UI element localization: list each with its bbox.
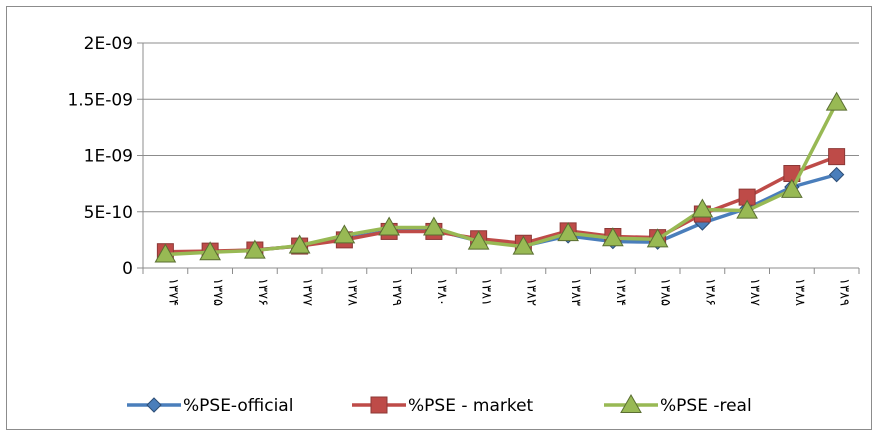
legend-item-pse-real: %PSE -real	[604, 393, 752, 416]
data-point-pse-real	[333, 224, 356, 244]
y-tick-label: 5E-10	[84, 203, 133, 223]
line-chart: 0 5E-10 1E-09 1.5E-09 2E-09 ۱۳۷۴ ۱۳۷۵ ۱۳۷۶ ۱۳۷۷…	[67, 34, 860, 416]
data-point-pse-real	[288, 234, 311, 254]
series-pse-real	[154, 91, 848, 263]
x-category-label: ۱۳۸۹	[837, 278, 852, 306]
series-line-pse-market	[165, 154, 838, 254]
axes	[137, 42, 860, 274]
x-category-label: ۱۳۸۳	[568, 278, 583, 306]
legend-marker-pse-market	[370, 396, 388, 414]
legend-label-pse-market: %PSE - market	[408, 396, 534, 416]
x-axis-categories: ۱۳۷۴ ۱۳۷۵ ۱۳۷۶ ۱۳۷۷ ۱۳۷۸ ۱۳۷۹ ۱۳۸۰ ۱۳۸۱ ۱۳۸۲ ۱۳۸۳…	[165, 278, 851, 306]
chart-area: 0 5E-10 1E-09 1.5E-09 2E-09 ۱۳۷۴ ۱۳۷۵ ۱۳۷۶ ۱۳۷۷…	[6, 6, 872, 430]
x-category-label: ۱۳۸۵	[658, 278, 673, 306]
y-tick-label: 1.5E-09	[67, 90, 133, 110]
x-category-label: ۱۳۷۴	[165, 278, 180, 306]
x-category-label: ۱۳۷۹	[389, 278, 404, 306]
data-point-pse-real	[467, 230, 490, 250]
x-category-label: ۱۳۸۷	[747, 278, 762, 306]
legend-marker-pse-official	[146, 397, 162, 413]
y-tick-label: 2E-09	[84, 34, 133, 54]
series-line-pse-real	[165, 101, 839, 257]
data-point-pse-real	[154, 243, 177, 263]
x-category-label: ۱۳۸۱	[479, 278, 494, 306]
plot-series	[154, 91, 848, 263]
data-point-pse-real	[825, 91, 848, 111]
data-point-pse-real	[781, 178, 803, 198]
data-point-pse-real	[736, 199, 758, 219]
x-category-label: ۱۳۸۸	[792, 278, 807, 306]
data-point-pse-real	[244, 239, 266, 259]
x-category-label: ۱۳۸۲	[523, 278, 538, 306]
x-category-label: ۱۳۷۷	[300, 278, 315, 306]
data-point-pse-real	[199, 241, 221, 261]
x-category-label: ۱۳۷۶	[255, 278, 270, 306]
data-point-pse-real	[557, 222, 579, 242]
x-category-label: ۱۳۸۰	[434, 278, 449, 306]
data-point-pse-official	[828, 166, 845, 183]
legend-item-pse-market: %PSE - market	[352, 396, 534, 416]
data-point-pse-real	[602, 227, 624, 247]
legend-marker-pse-real	[620, 393, 642, 413]
data-point-pse-real	[691, 198, 714, 218]
data-point-pse-real	[423, 216, 445, 236]
x-category-label: ۱۳۷۸	[344, 278, 359, 306]
data-point-pse-market	[828, 148, 846, 166]
data-point-pse-real	[512, 235, 535, 255]
data-point-pse-real	[646, 228, 669, 248]
y-tick-label: 1E-09	[84, 147, 133, 167]
gridlines	[143, 42, 859, 213]
legend-label-pse-official: %PSE-official	[183, 396, 293, 416]
y-tick-label: 0	[122, 259, 133, 279]
legend-item-pse-official: %PSE-official	[127, 396, 293, 416]
legend: %PSE-official %PSE - market %PSE -real	[127, 393, 752, 416]
x-category-label: ۱۳۸۶	[702, 278, 717, 306]
data-point-pse-real	[378, 216, 400, 236]
y-axis-ticks: 0 5E-10 1E-09 1.5E-09 2E-09	[67, 34, 133, 279]
legend-label-pse-real: %PSE -real	[660, 396, 752, 416]
x-category-label: ۱۳۸۴	[613, 278, 628, 306]
x-category-label: ۱۳۷۵	[210, 278, 225, 306]
